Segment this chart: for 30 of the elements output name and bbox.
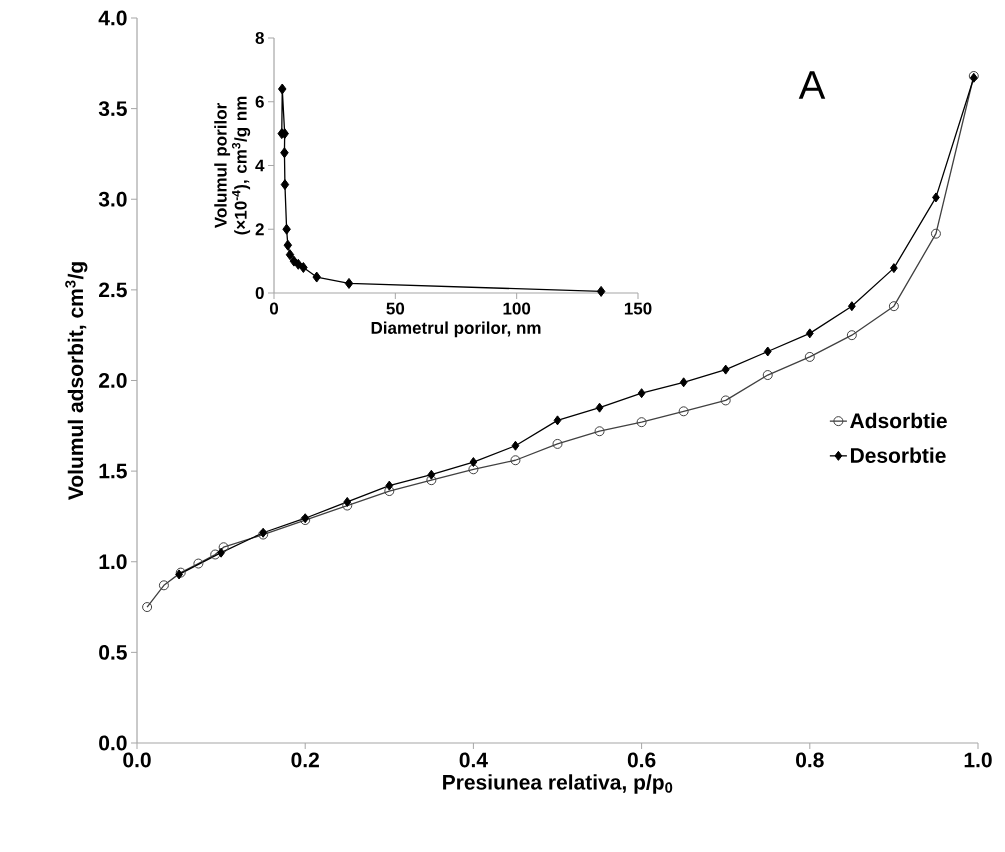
x-tick-label: 0.8 [796,752,824,768]
x-tick-label: 0 [269,302,279,315]
y-tick-label: 6 [255,95,264,108]
x-tick-label: 0.6 [627,752,656,768]
y-tick-label: 2 [255,223,264,236]
y-tick-label: 4.0 [98,10,127,26]
y-tick-label: 2.0 [99,373,127,388]
y-tick-label: 3.0 [98,191,127,207]
y-tick-label: 0.0 [99,735,127,751]
x-tick-label: 100 [503,302,531,315]
y-tick-label: 1.0 [99,554,127,570]
y-tick-label: 0.5 [99,644,127,660]
x-tick-label: 150 [624,302,652,315]
y-tick-label: 4 [255,159,265,172]
x-tick-label: 50 [386,302,405,315]
annotation: A [798,71,826,99]
y-tick-label: 1.5 [99,463,127,479]
y-axis-title: Volumul adsorbit, cm$^{3}$/g [65,262,88,500]
x-axis-title: Diametrul porilor, nm [371,321,541,338]
y-tick-label: 8 [255,31,264,45]
x-axis-title: Presiunea relativa, p/p$_{0}$ [443,774,673,794]
y-tick-label: 3.5 [98,101,127,117]
y-tick-label: 0 [255,286,264,300]
legend-label: Adsorbtie [850,412,947,429]
x-tick-label: 0.4 [459,752,488,768]
x-tick-label: 0.0 [123,752,151,768]
x-tick-label: 1.0 [964,752,992,768]
legend-label: Desorbtie [850,447,946,463]
x-tick-label: 0.2 [291,752,319,768]
y-tick-label: 2.5 [99,282,127,298]
